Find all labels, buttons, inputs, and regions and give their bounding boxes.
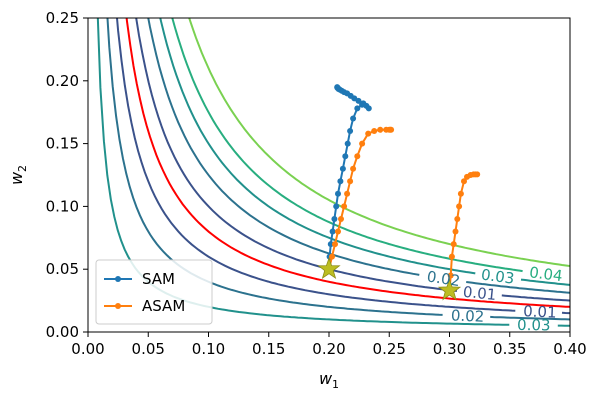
- trajectory-point: [365, 130, 372, 137]
- legend: SAM ASAM: [95, 259, 213, 325]
- contour-line: [135, 18, 570, 302]
- trajectory-point: [347, 178, 354, 185]
- x-tick-label: 0.05: [132, 340, 165, 358]
- trajectory-point: [388, 126, 395, 133]
- contour-line: [115, 18, 570, 315]
- trajectory-point: [447, 272, 454, 279]
- trajectory-point: [332, 241, 338, 248]
- trajectory-point: [341, 203, 348, 210]
- x-axis-label: w1: [319, 369, 339, 391]
- contour-line: [147, 18, 570, 294]
- legend-asam-label: ASAM: [142, 297, 185, 315]
- x-tick-label: 0.30: [433, 340, 466, 358]
- x-tick-label: 0.15: [252, 340, 285, 358]
- contour-label-layer: 0.030.02 0.010.010.02 0.03 0.04: [426, 263, 564, 334]
- trajectory-point: [377, 126, 384, 133]
- trajectory-point: [450, 241, 457, 248]
- contour-label: 0.01: [462, 283, 497, 304]
- y-axis: 0.00 0.05 0.10 0.15 0.20 0.25: [46, 9, 88, 341]
- start-star-icon: [317, 256, 341, 280]
- x-tick-label: 0.20: [312, 340, 345, 358]
- contour-label: 0.02: [426, 267, 462, 290]
- contour-line: [125, 18, 570, 308]
- trajectory-point: [331, 216, 338, 222]
- trajectory-point: [474, 171, 481, 178]
- trajectory-point: [333, 203, 340, 210]
- trajectory-point: [454, 216, 461, 222]
- start-star-icon: [437, 278, 462, 301]
- x-tick-label: 0.10: [192, 340, 225, 358]
- y-tick-label: 0.20: [46, 72, 79, 90]
- trajectory-point: [339, 165, 346, 172]
- trajectory-point: [371, 128, 378, 134]
- contour-label: 0.02: [451, 306, 485, 325]
- legend-asam-marker: [115, 303, 121, 309]
- trajectory-point: [338, 216, 344, 222]
- trajectory-point: [327, 241, 334, 248]
- legend-sam-label: SAM: [142, 270, 175, 288]
- trajectory-point: [344, 190, 351, 197]
- contour-line: [159, 18, 570, 286]
- trajectory-point: [360, 100, 367, 107]
- contour-label: 0.03: [517, 316, 551, 335]
- legend-box: [95, 259, 213, 325]
- y-tick-label: 0.10: [46, 197, 79, 215]
- y-tick-label: 0.25: [46, 9, 79, 27]
- y-axis-label: w2: [7, 165, 29, 185]
- trajectory-point: [457, 190, 464, 197]
- trajectory-point: [354, 105, 361, 112]
- trajectory-point: [461, 178, 467, 185]
- trajectory-point: [350, 115, 357, 122]
- contour-layer: [96, 18, 570, 327]
- trajectory-point: [335, 190, 341, 197]
- trajectory-point: [335, 228, 341, 235]
- trajectory-point: [354, 153, 361, 160]
- y-tick-label: 0.15: [46, 135, 79, 153]
- y-tick-label: 0.05: [46, 260, 79, 278]
- trajectory-point: [334, 84, 341, 91]
- x-tick-label: 0.00: [71, 340, 104, 358]
- trajectory-point: [452, 228, 459, 235]
- trajectory-point: [359, 140, 366, 147]
- trajectory-layer: [317, 84, 481, 301]
- contour-label: 0.04: [528, 263, 563, 285]
- x-tick-label: 0.35: [493, 340, 526, 358]
- trajectory-point: [365, 105, 372, 112]
- x-axis: 0.00 0.05 0.10 0.15 0.20 0.25 0.30 0.35 0.40: [71, 332, 587, 358]
- contour-line: [171, 18, 523, 273]
- legend-sam-marker: [115, 276, 121, 282]
- contour-label: 0.03: [480, 265, 516, 287]
- trajectory-point: [337, 178, 344, 185]
- x-tick-label: 0.40: [553, 340, 586, 358]
- contour-label: 0.01: [523, 302, 557, 321]
- trajectory-point: [448, 253, 455, 260]
- contour-line: [188, 18, 570, 268]
- trajectory-point: [329, 253, 335, 260]
- trajectory-point: [456, 203, 463, 210]
- y-tick-label: 0.00: [46, 323, 79, 341]
- trajectory-point: [329, 228, 336, 235]
- trajectory-point: [350, 165, 357, 172]
- contour-line: [106, 18, 570, 321]
- trajectory-point: [342, 153, 349, 160]
- x-tick-label: 0.25: [373, 340, 406, 358]
- trajectory-point: [347, 128, 354, 134]
- trajectory-point: [344, 140, 351, 147]
